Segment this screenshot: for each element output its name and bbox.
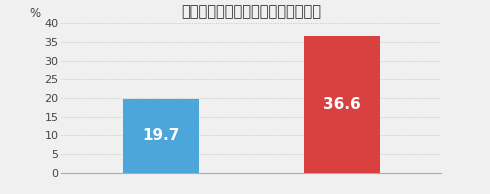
Bar [304, 36, 380, 173]
Bar [122, 99, 198, 173]
Title: 計画期間25年以上の長期修繕計画に基づき
修繕積立金の額を算定している割合: 計画期間25年以上の長期修繕計画に基づき 修繕積立金の額を算定している割合 [163, 0, 339, 19]
Text: 19.7: 19.7 [142, 128, 179, 143]
Text: 36.6: 36.6 [323, 97, 361, 112]
Y-axis label: %: % [29, 7, 40, 20]
